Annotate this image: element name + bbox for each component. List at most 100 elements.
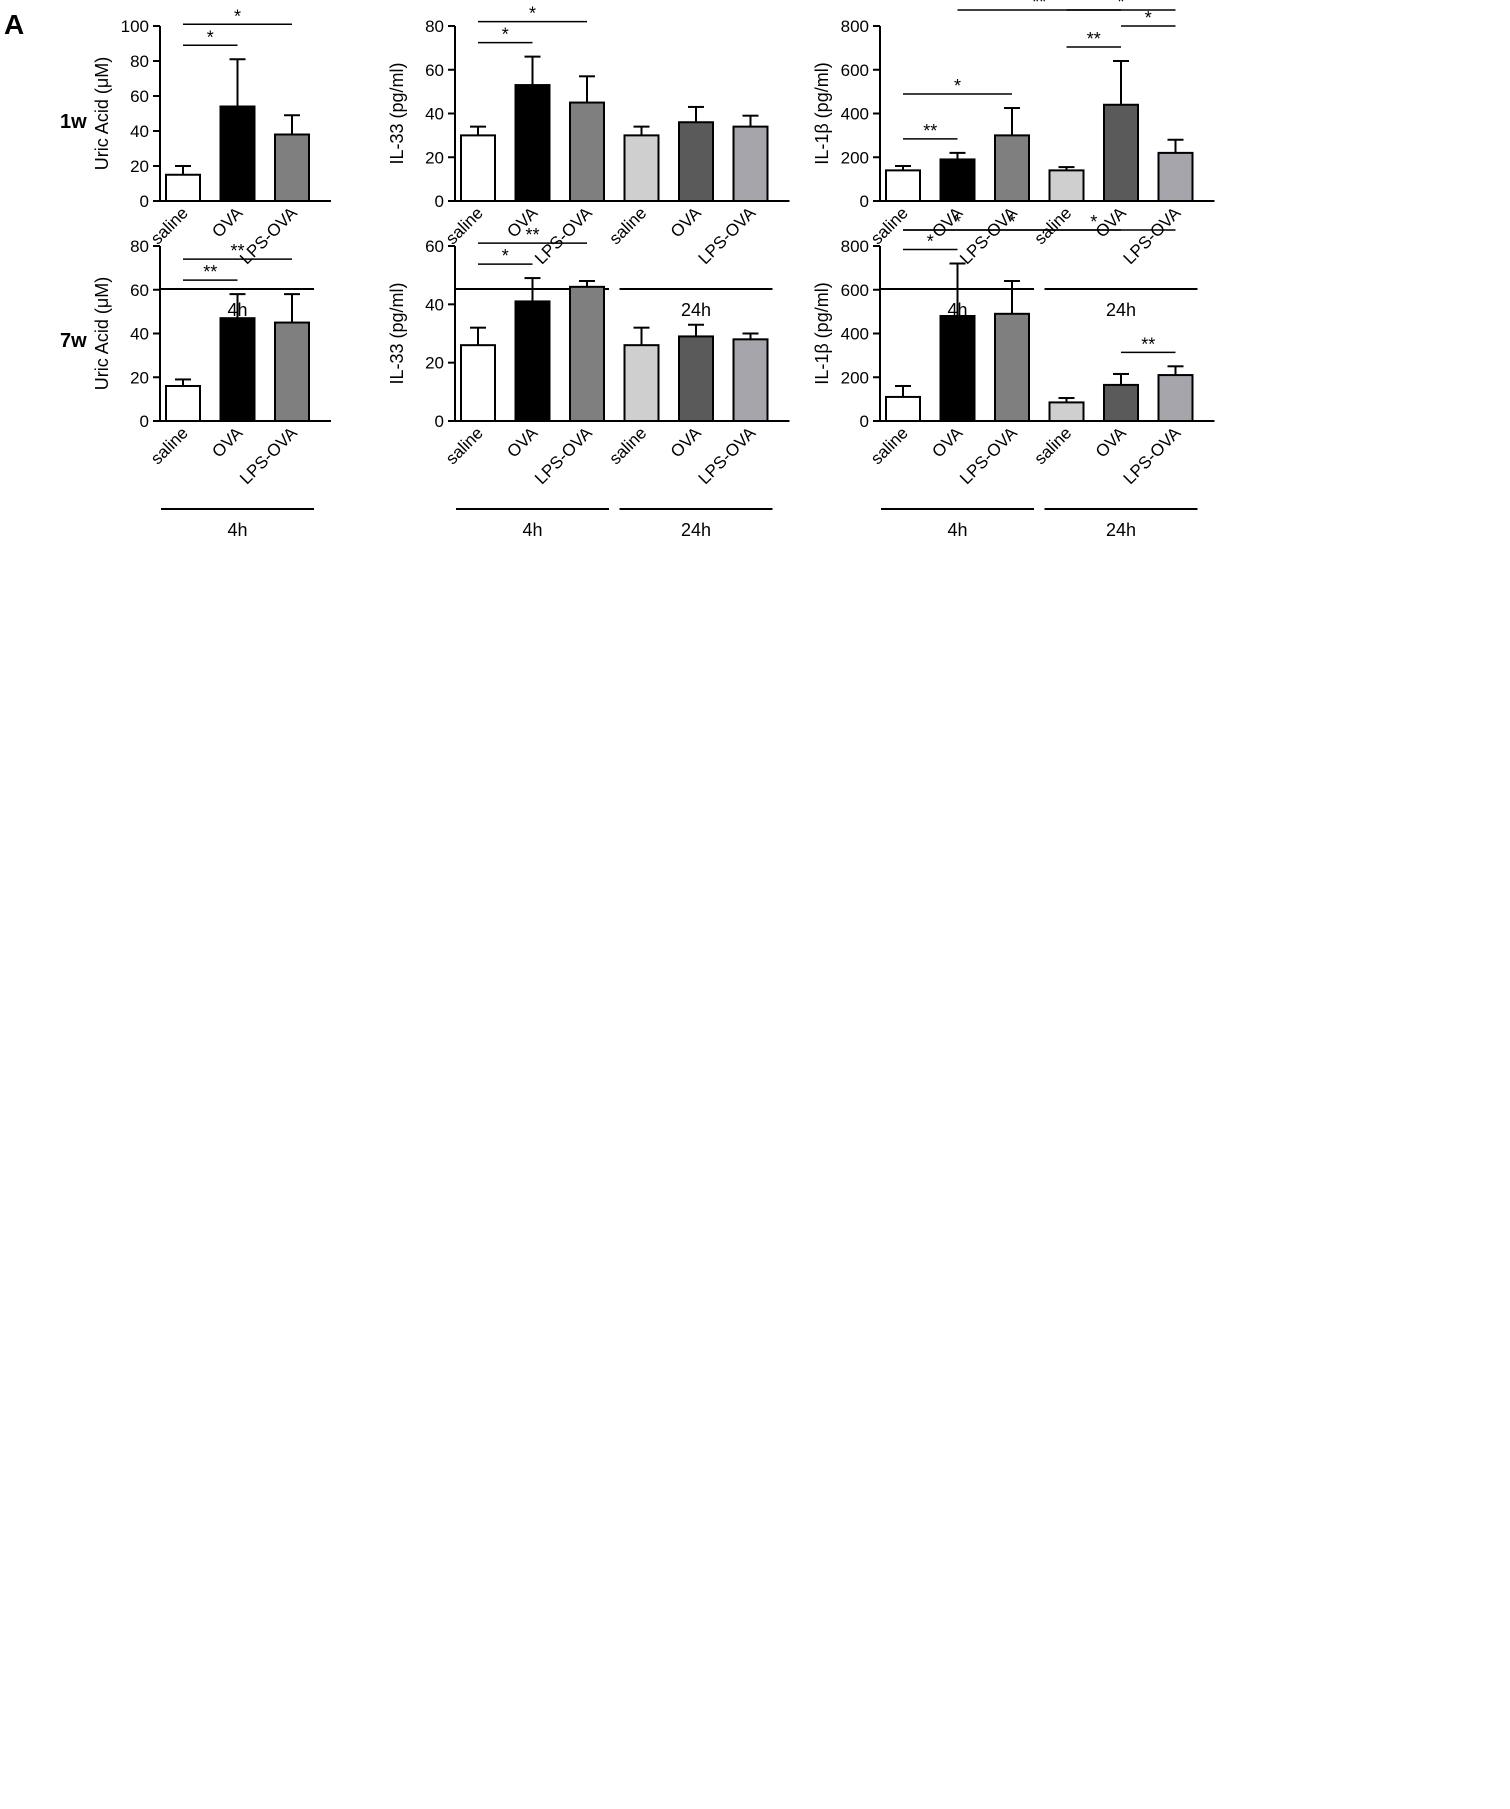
bar: [885, 169, 921, 202]
category-label: saline: [442, 423, 487, 468]
y-tick-label: 400: [841, 325, 869, 344]
sig-label: *: [502, 25, 509, 45]
y-tick-label: 80: [425, 17, 444, 36]
category-label: OVA: [1092, 203, 1130, 241]
bar: [274, 321, 310, 422]
y-tick-label: 20: [130, 368, 149, 387]
bar: [460, 344, 496, 422]
group-label: 24h: [1106, 300, 1136, 320]
bar: [885, 395, 921, 422]
group-label: 24h: [681, 300, 711, 320]
sig-label: **: [1032, 0, 1046, 12]
y-tick-label: 80: [130, 237, 149, 256]
y-tick-label: 0: [140, 192, 149, 211]
category-label: LPS-OVA: [531, 203, 596, 268]
bar: [1157, 151, 1194, 202]
y-tick-label: 0: [860, 192, 869, 211]
row-label-7w: 7w: [60, 330, 87, 352]
bar: [939, 158, 976, 202]
y-tick-label: 400: [841, 105, 869, 124]
y-axis-label: IL-33 (pg/ml): [387, 62, 407, 164]
bar: [514, 300, 551, 422]
category-label: saline: [867, 203, 912, 248]
sig-label: *: [234, 6, 241, 26]
category-label: LPS-OVA: [236, 423, 301, 488]
category-label: saline: [605, 203, 650, 248]
bar: [732, 125, 769, 202]
category-label: OVA: [1092, 423, 1130, 461]
sig-label: **: [1141, 334, 1155, 354]
category-label: OVA: [503, 423, 541, 461]
category-label: saline: [1030, 203, 1075, 248]
sig-label: *: [1008, 212, 1015, 232]
category-label: OVA: [928, 423, 966, 461]
bar: [939, 315, 976, 422]
sig-label: *: [1117, 0, 1124, 12]
y-tick-label: 100: [121, 17, 149, 36]
y-tick-label: 0: [140, 412, 149, 431]
category-label: LPS-OVA: [531, 423, 596, 488]
sig-label: **: [230, 241, 244, 261]
y-tick-label: 0: [435, 412, 444, 431]
group-label: 4h: [522, 520, 542, 540]
category-label: LPS-OVA: [1120, 423, 1185, 488]
bar: [1157, 374, 1194, 422]
category-label: saline: [147, 203, 192, 248]
bar: [994, 134, 1030, 202]
bar: [1048, 169, 1085, 202]
y-tick-label: 60: [130, 281, 149, 300]
sig-label: *: [207, 27, 214, 47]
bar: [274, 133, 310, 202]
y-tick-label: 200: [841, 368, 869, 387]
y-tick-label: 40: [425, 295, 444, 314]
category-label: LPS-OVA: [1120, 203, 1185, 268]
y-tick-label: 800: [841, 17, 869, 36]
category-label: saline: [442, 203, 487, 248]
bar: [569, 285, 605, 423]
bar: [569, 101, 605, 202]
sig-label: *: [954, 212, 961, 232]
bar: [678, 121, 714, 202]
group-label: 4h: [227, 520, 247, 540]
category-label: OVA: [928, 203, 966, 241]
bar: [219, 317, 256, 422]
sig-label: **: [525, 225, 539, 245]
category-label: saline: [147, 423, 192, 468]
y-axis-label: Uric Acid (μM): [92, 277, 112, 390]
bar: [1103, 103, 1139, 202]
row-label-1w: 1w: [60, 111, 87, 133]
category-label: saline: [867, 423, 912, 468]
category-label: saline: [1030, 423, 1075, 468]
y-tick-label: 40: [425, 105, 444, 124]
bar: [165, 173, 201, 202]
y-tick-label: 60: [425, 237, 444, 256]
bar: [219, 105, 256, 202]
y-tick-label: 0: [435, 192, 444, 211]
bar: [678, 335, 714, 422]
sig-label: *: [1145, 8, 1152, 28]
y-tick-label: 20: [425, 354, 444, 373]
y-axis-label: IL-1β (pg/ml): [812, 62, 832, 164]
y-tick-label: 60: [130, 87, 149, 106]
y-tick-label: 200: [841, 148, 869, 167]
sig-label: **: [923, 121, 937, 141]
bar: [623, 134, 660, 202]
category-label: OVA: [208, 203, 246, 241]
y-axis-label: Uric Acid (μM): [92, 57, 112, 170]
bar: [514, 84, 551, 202]
y-tick-label: 20: [130, 157, 149, 176]
y-tick-label: 600: [841, 281, 869, 300]
y-axis-label: IL-1β (pg/ml): [812, 282, 832, 384]
category-label: LPS-OVA: [956, 423, 1021, 488]
sig-label: **: [203, 262, 217, 282]
sig-label: *: [954, 76, 961, 96]
bar: [732, 338, 769, 423]
category-label: OVA: [208, 423, 246, 461]
sig-label: *: [927, 232, 934, 252]
bar: [165, 385, 201, 422]
y-tick-label: 0: [860, 412, 869, 431]
